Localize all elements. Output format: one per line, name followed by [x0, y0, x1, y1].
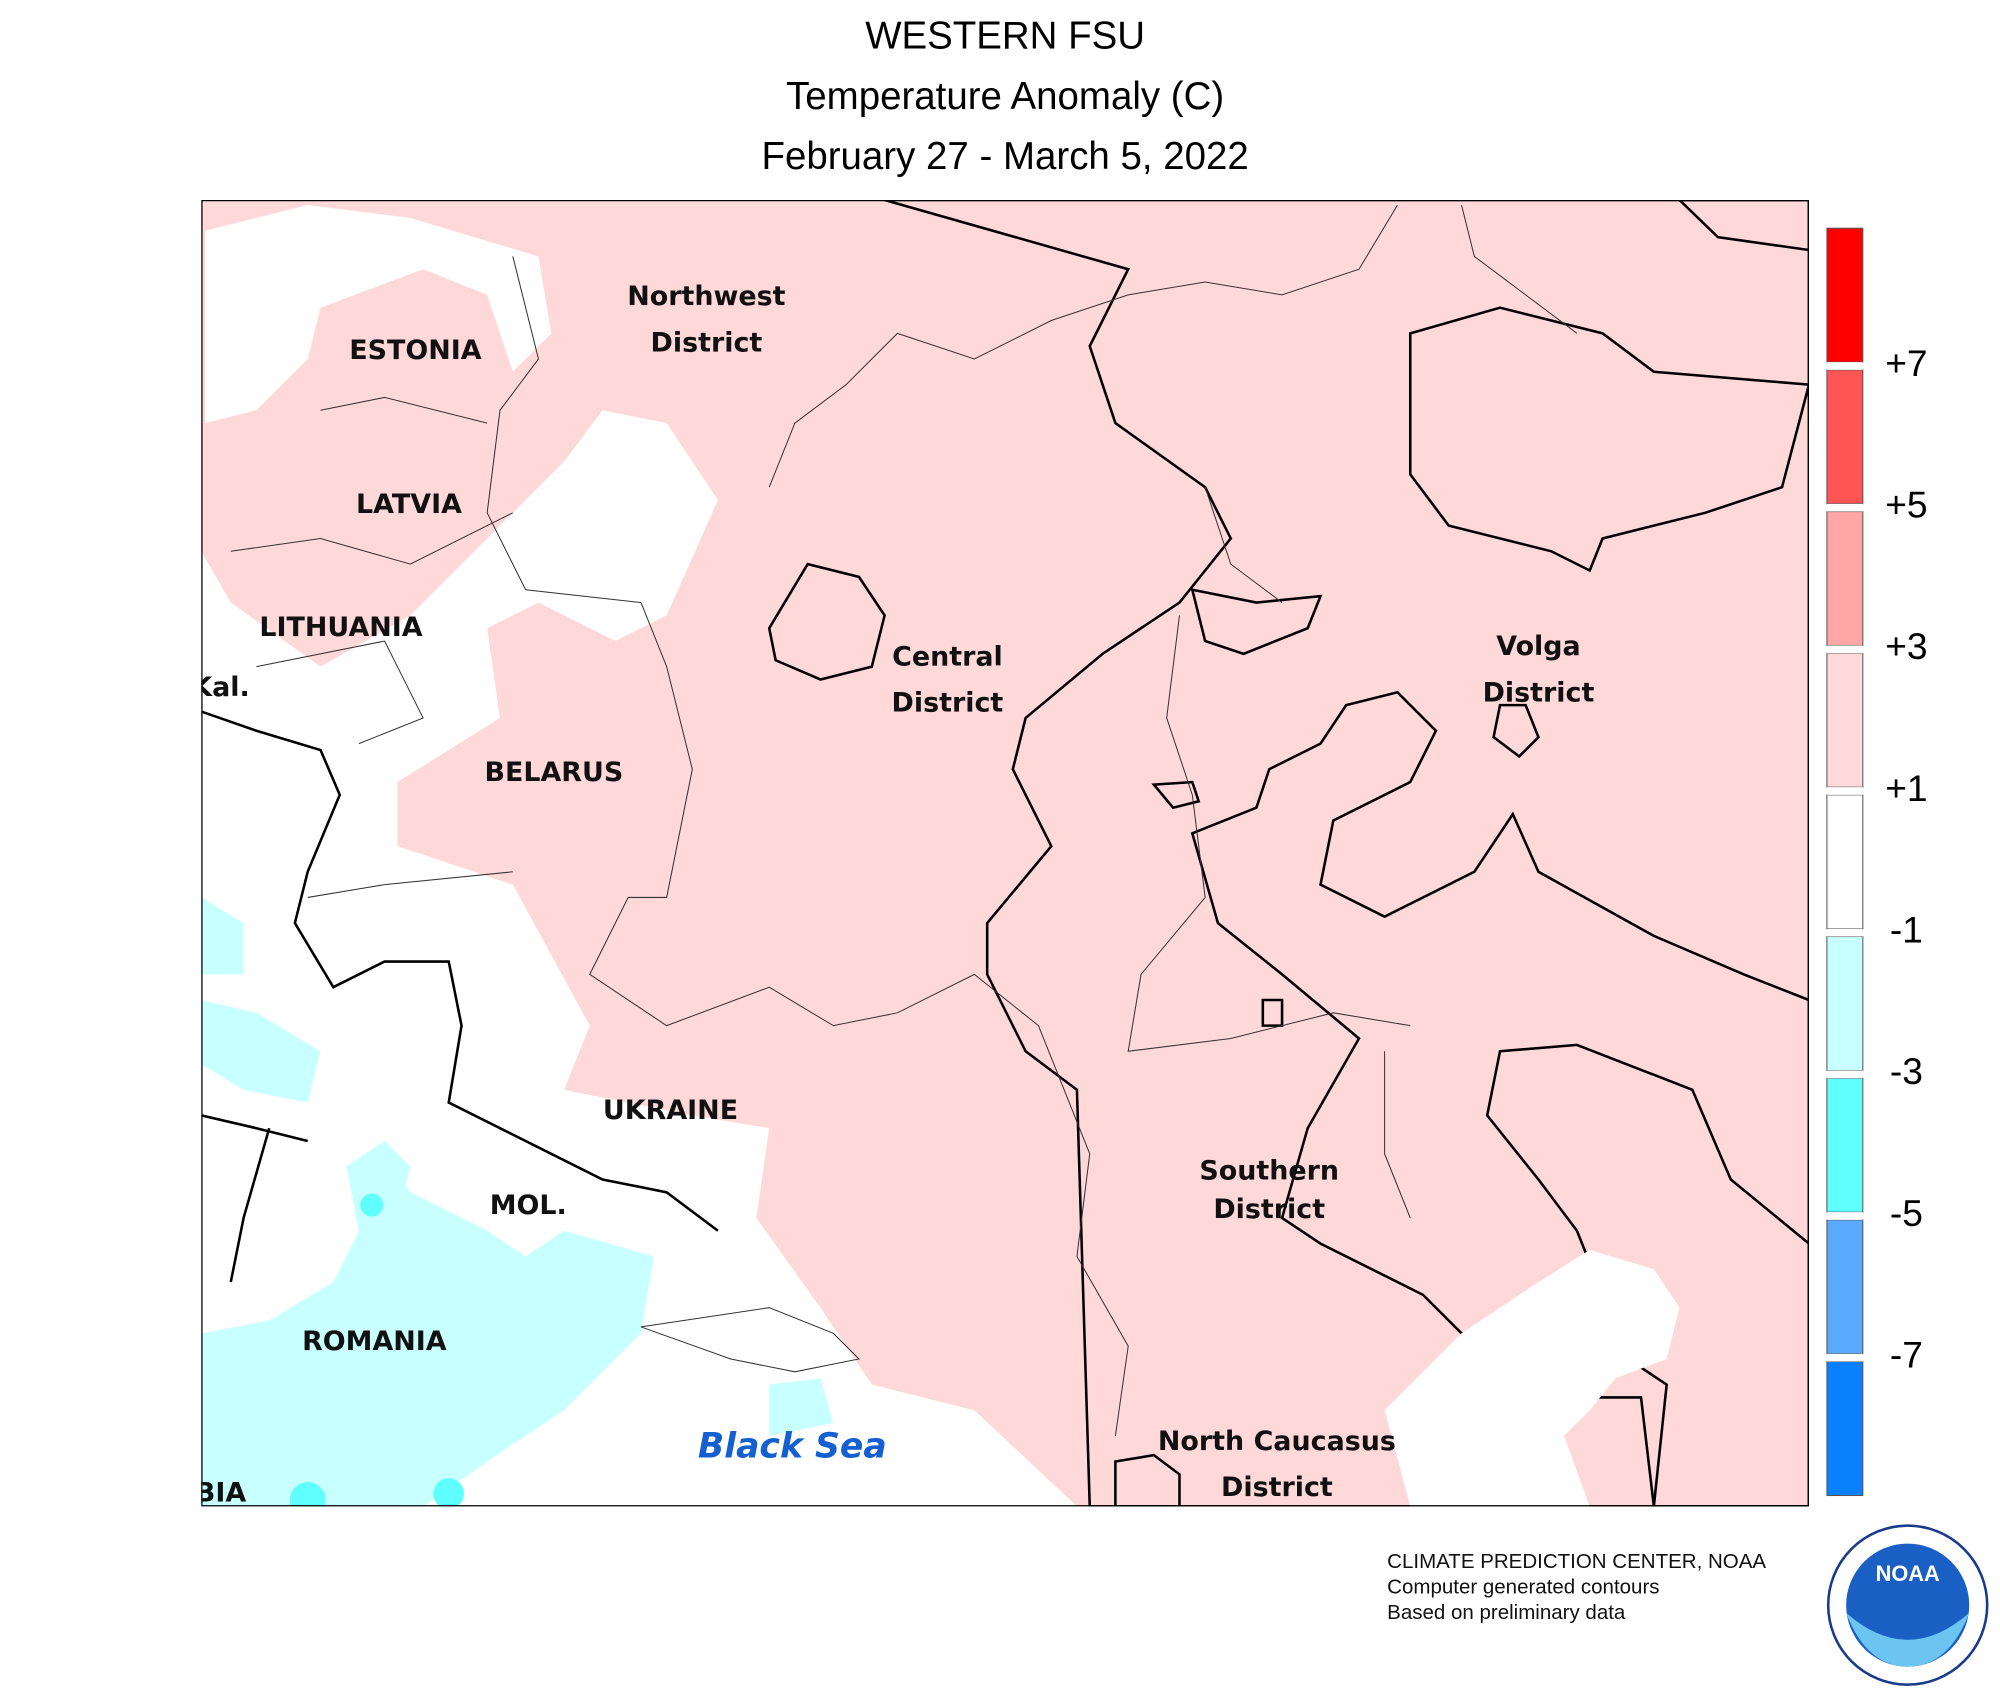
district-label: District: [651, 327, 763, 358]
legend-tick-label: +5: [1885, 484, 1927, 526]
credits: CLIMATE PREDICTION CENTER, NOAA Computer…: [1387, 1550, 1766, 1624]
district-label: Volga: [1496, 631, 1580, 662]
district-label: District: [892, 688, 1004, 719]
district-label: District: [1213, 1194, 1325, 1225]
legend-tick-label: +7: [1885, 342, 1927, 384]
district-label: North Caucasus: [1158, 1426, 1396, 1457]
sea-label: Black Sea: [698, 1427, 887, 1467]
credit-line: Based on preliminary data: [1387, 1601, 1626, 1624]
district-label: Southern: [1199, 1155, 1339, 1186]
legend-tick-label: +1: [1885, 767, 1927, 809]
legend-bin: [1826, 794, 1864, 930]
country-label: ESTONIA: [349, 335, 482, 366]
country-label: UKRAINE: [603, 1095, 738, 1126]
title: WESTERN FSU: [865, 15, 1145, 58]
legend-tick-label: -3: [1890, 1050, 1923, 1092]
legend-bin: [1826, 936, 1864, 1072]
credit-line: Computer generated contours: [1387, 1576, 1659, 1599]
country-label: ROMANIA: [302, 1326, 447, 1357]
legend: +7 +5 +3 +1 -1 -3 -5 -7: [1826, 227, 1928, 1497]
logo-text: NOAA: [1876, 1561, 1940, 1586]
district-label: Northwest: [627, 281, 785, 312]
country-label: LATVIA: [356, 489, 462, 520]
district-label: Central: [892, 641, 1003, 672]
dates: February 27 - March 5, 2022: [761, 135, 1248, 178]
noaa-logo: NOAA: [1826, 1524, 1989, 1686]
country-label: Kal.: [191, 672, 249, 703]
country-label: BELARUS: [484, 757, 623, 788]
subtitle: Temperature Anomaly (C): [786, 75, 1224, 118]
legend-tick-label: -1: [1890, 909, 1923, 951]
legend-bin: [1826, 511, 1864, 647]
legend-bin: [1826, 1219, 1864, 1355]
country-label: LITHUANIA: [259, 612, 422, 643]
legend-bin: [1826, 1361, 1864, 1497]
legend-bin: [1826, 227, 1864, 363]
legend-bin: [1826, 652, 1864, 788]
legend-bin: [1826, 1077, 1864, 1213]
header: WESTERN FSU Temperature Anomaly (C) Febr…: [761, 15, 1248, 179]
legend-tick-label: +3: [1885, 625, 1927, 667]
district-label: District: [1483, 677, 1595, 708]
district-label: District: [1221, 1472, 1333, 1503]
legend-bin: [1826, 369, 1864, 505]
legend-tick-label: -5: [1890, 1192, 1923, 1234]
country-label: BIA: [195, 1477, 247, 1508]
credit-line: CLIMATE PREDICTION CENTER, NOAA: [1387, 1550, 1766, 1573]
country-label: MOL.: [490, 1190, 567, 1221]
map: ESTONIA LATVIA LITHUANIA Kal. BELARUS UK…: [191, 200, 1809, 1508]
legend-tick-label: -7: [1890, 1334, 1923, 1376]
